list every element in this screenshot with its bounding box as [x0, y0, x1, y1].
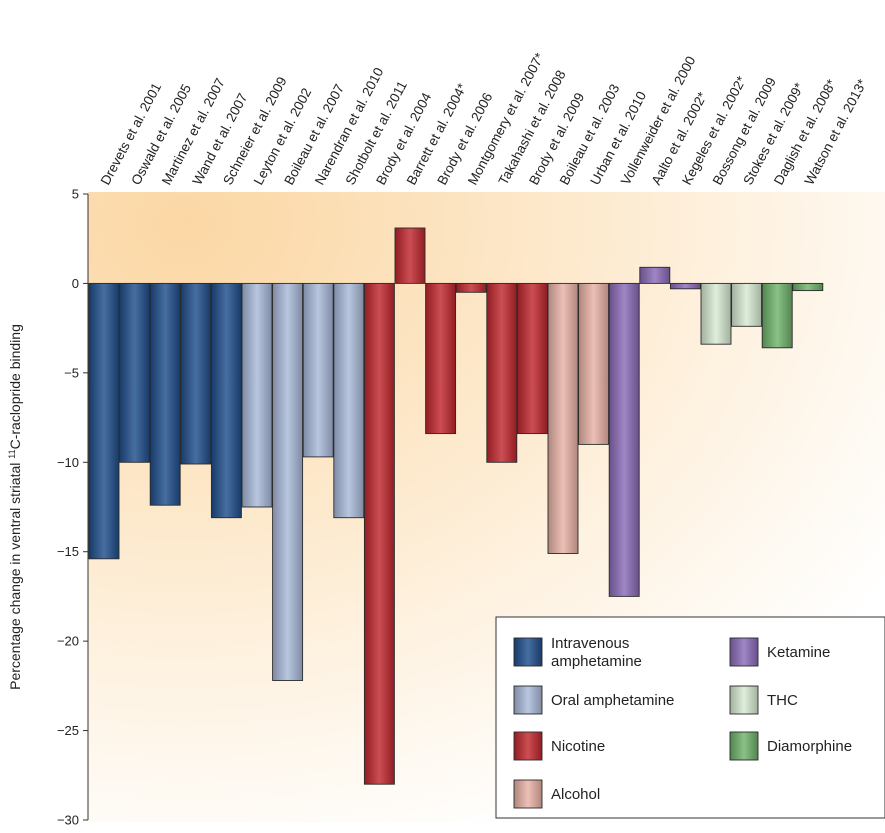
y-axis-label-prefix: Percentage change in ventral striatal	[7, 459, 23, 690]
bar	[333, 282, 365, 519]
legend-label: Ketamine	[767, 644, 830, 661]
legend-swatch	[513, 637, 543, 667]
y-tick-label: 0	[72, 276, 79, 291]
legend: Intravenous amphetamine Oral amphetamine Ni…	[495, 616, 885, 819]
legend-swatch	[729, 731, 759, 761]
bar	[425, 282, 457, 435]
bar	[669, 282, 701, 290]
bar	[639, 266, 671, 284]
bar	[608, 282, 640, 597]
legend-swatch	[729, 637, 759, 667]
bar	[88, 282, 120, 560]
bar	[455, 282, 487, 293]
bar	[119, 282, 151, 463]
bar	[761, 282, 793, 349]
y-axis-label: Percentage change in ventral striatal 11…	[7, 324, 23, 690]
bar	[210, 282, 242, 519]
bar	[731, 282, 763, 327]
bar	[149, 282, 181, 506]
bar	[302, 282, 334, 458]
bar	[363, 282, 395, 785]
bar	[394, 227, 426, 284]
y-axis-label-superscript: 11	[7, 449, 17, 458]
legend-swatch	[513, 779, 543, 809]
bar	[700, 282, 732, 345]
legend-label: Nicotine	[551, 738, 605, 755]
bar	[516, 282, 548, 435]
bar	[547, 282, 579, 554]
legend-box	[495, 616, 885, 819]
y-tick-label: −10	[57, 455, 79, 470]
legend-swatch	[729, 685, 759, 715]
legend-label: Alcohol	[551, 786, 600, 803]
legend-label: Intravenous amphetamine	[551, 635, 642, 670]
y-tick-label: 5	[72, 187, 79, 202]
legend-label: Oral amphetamine	[551, 692, 674, 709]
bar	[180, 282, 212, 465]
y-tick-label: −15	[57, 544, 79, 559]
bar	[578, 282, 610, 445]
bar	[486, 282, 518, 463]
legend-swatch	[513, 685, 543, 715]
bar	[241, 282, 273, 508]
y-tick-label: −5	[64, 365, 79, 380]
bar	[272, 282, 304, 681]
legend-swatch	[513, 731, 543, 761]
y-tick-label: −20	[57, 634, 79, 649]
bar	[792, 282, 824, 292]
legend-label: Diamorphine	[767, 738, 852, 755]
y-tick-label: −25	[57, 723, 79, 738]
y-tick-label: −30	[57, 813, 79, 828]
legend-label: THC	[767, 692, 798, 709]
y-axis-label-suffix: C-raclopride binding	[7, 324, 23, 449]
